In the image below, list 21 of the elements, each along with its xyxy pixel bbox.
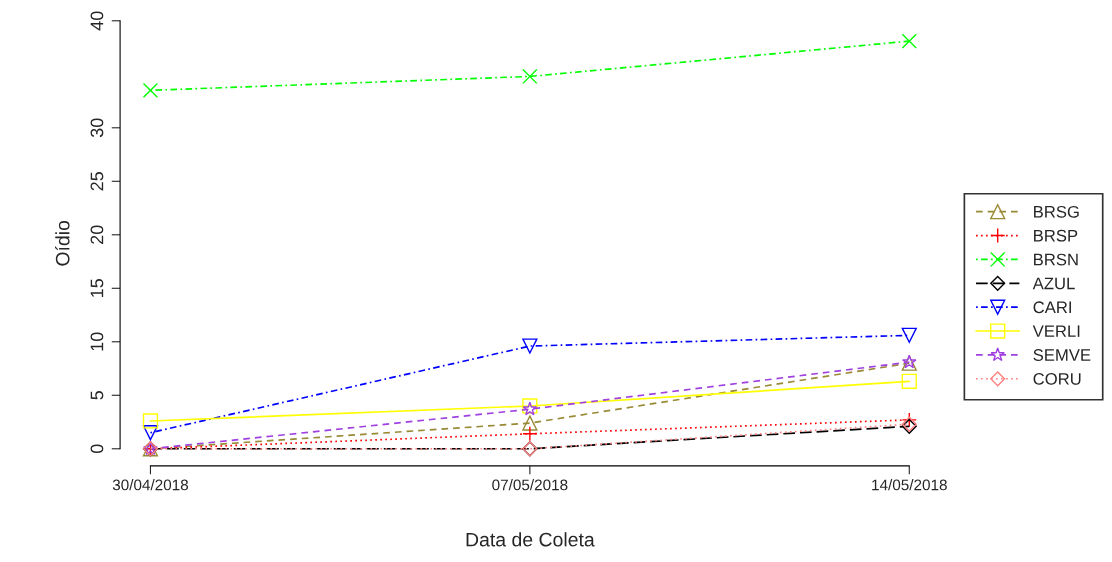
legend-label: BRSG <box>1034 205 1079 218</box>
legend-label: SEMVE <box>1033 349 1091 361</box>
y-tick-label: 25 <box>90 172 104 191</box>
y-tick-label: 40 <box>90 11 104 31</box>
x-tick-label: 07/05/2018 <box>492 479 568 491</box>
legend-label: VERLI <box>1032 325 1080 337</box>
y-tick-label: 10 <box>90 332 104 351</box>
legend-label: CARI <box>1033 301 1071 314</box>
x-tick-label: 30/04/2018 <box>112 479 189 491</box>
x-tick-label: 14/05/2018 <box>872 479 947 491</box>
y-tick-label: 5 <box>90 391 104 400</box>
x-axis-title: Data de Coleta <box>466 532 595 547</box>
y-tick-label: 30 <box>90 118 104 138</box>
legend-label: AZUL <box>1032 277 1075 290</box>
y-tick-label: 0 <box>90 444 104 454</box>
y-axis-title: Oídio <box>55 220 70 266</box>
y-tick-label: 20 <box>90 225 104 244</box>
legend-label: BRSP <box>1034 229 1078 242</box>
y-tick-label: 15 <box>90 279 104 297</box>
legend-label: CORU <box>1033 372 1081 385</box>
legend-label: BRSN <box>1034 253 1078 266</box>
